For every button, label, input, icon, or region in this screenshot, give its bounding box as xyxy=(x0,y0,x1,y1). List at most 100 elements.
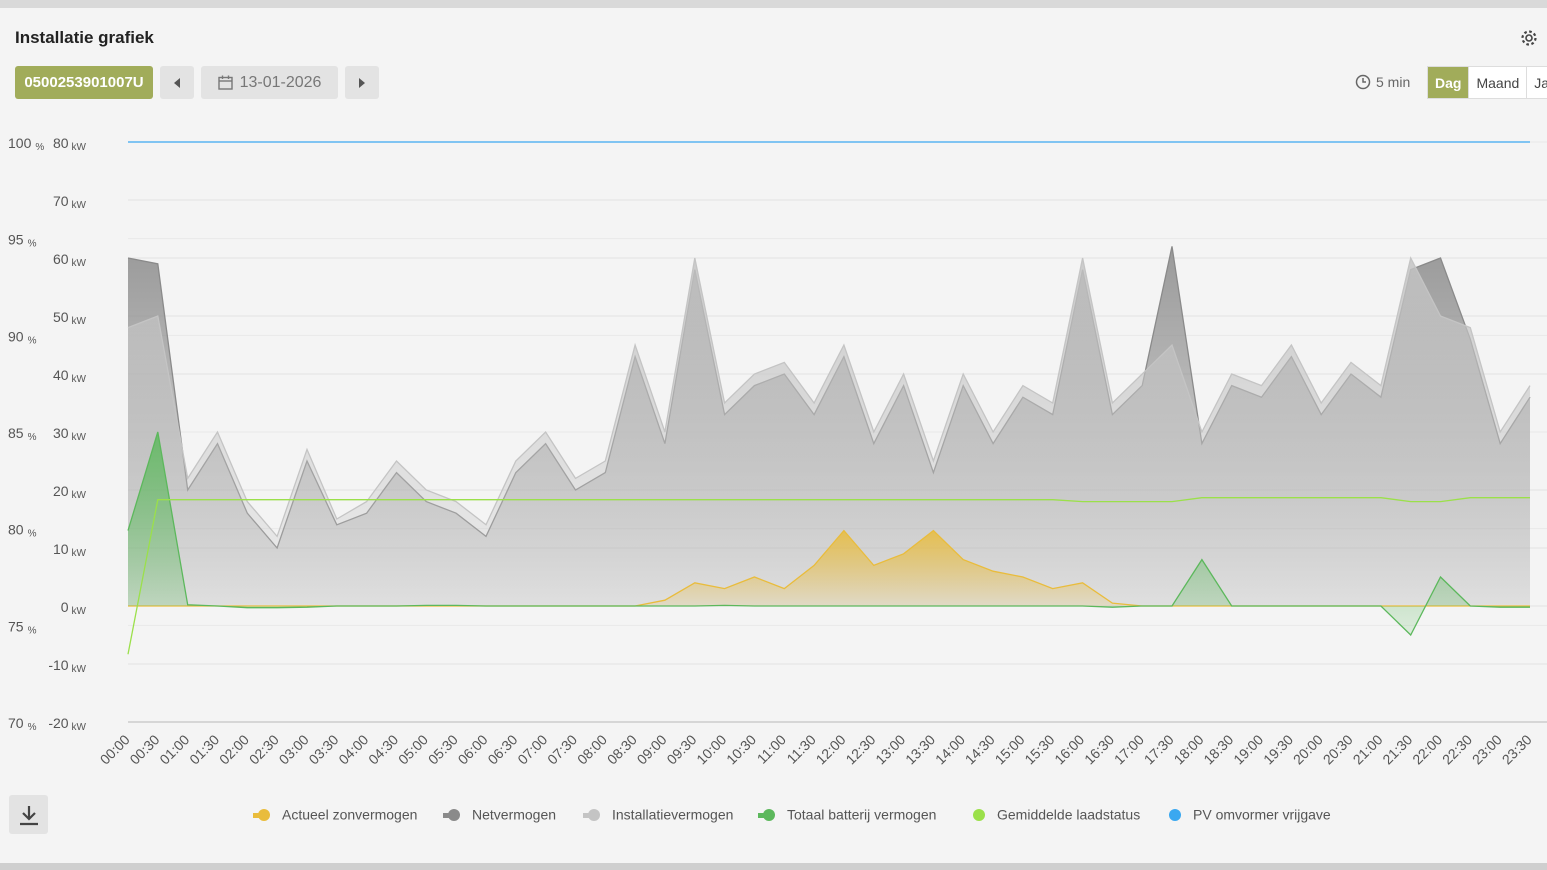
legend-label: Actueel zonvermogen xyxy=(282,807,417,823)
y-tick-label: 70 kW xyxy=(53,193,87,211)
y-tick-label: 30 kW xyxy=(53,425,87,443)
y2-tick-label: 90% xyxy=(8,328,37,346)
y-tick-label: 0 kW xyxy=(61,599,87,617)
x-tick-label: 13:30 xyxy=(902,731,938,767)
legend-item[interactable]: Actueel zonvermogen xyxy=(253,807,417,823)
y2-tick-unit: % xyxy=(28,722,37,733)
x-tick-label: 00:30 xyxy=(126,731,162,767)
series-line xyxy=(127,431,1530,637)
x-tick-label: 19:00 xyxy=(1230,731,1266,767)
x-tick-label: 16:30 xyxy=(1081,731,1117,767)
calendar-icon xyxy=(217,75,233,90)
legend-swatch xyxy=(443,813,452,818)
x-tick-label: 14:30 xyxy=(962,731,998,767)
x-tick-label: 11:30 xyxy=(783,731,819,767)
y-tick-unit: kW xyxy=(72,316,87,327)
prev-day-button[interactable] xyxy=(160,66,194,99)
legend-marker xyxy=(588,809,600,821)
y2-tick-label: 70% xyxy=(8,715,37,733)
download-icon xyxy=(19,805,38,825)
x-tick-label: 02:00 xyxy=(216,731,252,767)
x-tick-label: 06:00 xyxy=(455,731,491,767)
y-tick-unit: kW xyxy=(72,490,87,501)
legend-item[interactable]: Totaal batterij vermogen xyxy=(758,807,936,823)
x-tick-label: 21:30 xyxy=(1379,731,1415,767)
x-tick-label: 00:00 xyxy=(97,731,133,767)
x-tick-label: 17:30 xyxy=(1141,731,1177,767)
legend-swatch xyxy=(758,813,767,818)
interval-selector[interactable]: 5 min xyxy=(1355,74,1410,90)
y-tick-unit: kW xyxy=(72,722,87,733)
y2-tick-value: 100 xyxy=(8,135,32,151)
y2-tick-label: 100% xyxy=(8,135,44,153)
x-tick-label: 12:30 xyxy=(842,731,878,767)
top-bar xyxy=(0,0,1547,8)
y2-tick-unit: % xyxy=(28,335,37,346)
interval-text: 5 min xyxy=(1376,74,1411,90)
series-line xyxy=(127,497,1530,655)
date-picker[interactable]: 13-01-2026 xyxy=(201,66,338,99)
y-tick-unit: kW xyxy=(72,374,87,385)
period-button[interactable]: Jaar xyxy=(1527,67,1547,98)
bottom-bar xyxy=(0,863,1547,870)
x-tick-label: 18:00 xyxy=(1171,731,1207,767)
x-tick-label: 03:30 xyxy=(305,731,341,767)
x-tick-label: 01:30 xyxy=(186,731,222,767)
y2-tick-value: 85 xyxy=(8,425,24,441)
legend-marker xyxy=(763,809,775,821)
device-button[interactable]: 0500253901007U xyxy=(15,66,153,99)
legend-marker xyxy=(1169,809,1181,821)
y2-tick-value: 80 xyxy=(8,521,24,537)
y-tick-label: 60 kW xyxy=(53,251,87,269)
legend-label: Totaal batterij vermogen xyxy=(787,807,936,823)
x-tick-label: 06:30 xyxy=(484,731,520,767)
legend-marker xyxy=(258,809,270,821)
x-tick-label: 02:30 xyxy=(246,731,282,767)
y2-tick-unit: % xyxy=(28,238,37,249)
gear-icon xyxy=(1521,30,1537,46)
x-tick-label: 14:00 xyxy=(932,731,968,767)
x-tick-label: 20:30 xyxy=(1320,731,1356,767)
download-button[interactable] xyxy=(9,795,48,834)
y2-tick-label: 75% xyxy=(8,618,37,636)
x-tick-label: 08:00 xyxy=(574,731,610,767)
clock-icon xyxy=(1355,74,1371,90)
y2-tick-label: 85% xyxy=(8,425,37,443)
y-tick-label: 80 kW xyxy=(53,135,87,153)
legend-item[interactable]: PV omvormer vrijgave xyxy=(1169,807,1331,823)
period-button[interactable]: Maand xyxy=(1469,67,1528,98)
next-day-button[interactable] xyxy=(345,66,379,99)
y-tick-label: 50 kW xyxy=(53,309,87,327)
x-tick-label: 03:00 xyxy=(276,731,312,767)
arrow-right xyxy=(359,77,365,88)
legend-item[interactable]: Gemiddelde laadstatus xyxy=(973,807,1140,823)
y-tick-label: 40 kW xyxy=(53,367,87,385)
legend-label: PV omvormer vrijgave xyxy=(1193,807,1331,823)
x-tick-label: 16:00 xyxy=(1051,731,1087,767)
legend-marker xyxy=(448,809,460,821)
page-title: Installatie grafiek xyxy=(15,28,154,47)
x-tick-label: 11:00 xyxy=(754,731,790,767)
y2-tick-unit: % xyxy=(28,528,37,539)
y2-tick-unit: % xyxy=(28,625,37,636)
x-tick-label: 07:30 xyxy=(544,731,580,767)
y-tick-value: 10 xyxy=(53,541,69,557)
area-fill xyxy=(128,530,1531,606)
date-text: 13-01-2026 xyxy=(239,73,322,91)
legend-item[interactable]: Netvermogen xyxy=(443,807,556,823)
x-tick-label: 10:30 xyxy=(723,731,759,767)
y2-tick-value: 70 xyxy=(8,715,24,731)
y2-tick-value: 95 xyxy=(8,231,24,247)
legend-item[interactable]: Installatievermogen xyxy=(583,807,733,823)
period-button[interactable]: Dag xyxy=(1428,67,1470,98)
y-tick-unit: kW xyxy=(72,200,87,211)
x-tick-label: 15:00 xyxy=(992,731,1028,767)
legend-swatch xyxy=(583,813,592,818)
x-tick-label: 22:30 xyxy=(1439,731,1475,767)
legend-label: Gemiddelde laadstatus xyxy=(997,807,1140,823)
settings-button[interactable] xyxy=(1520,29,1538,52)
x-tick-label: 12:00 xyxy=(813,731,849,767)
y2-tick-value: 90 xyxy=(8,328,24,344)
